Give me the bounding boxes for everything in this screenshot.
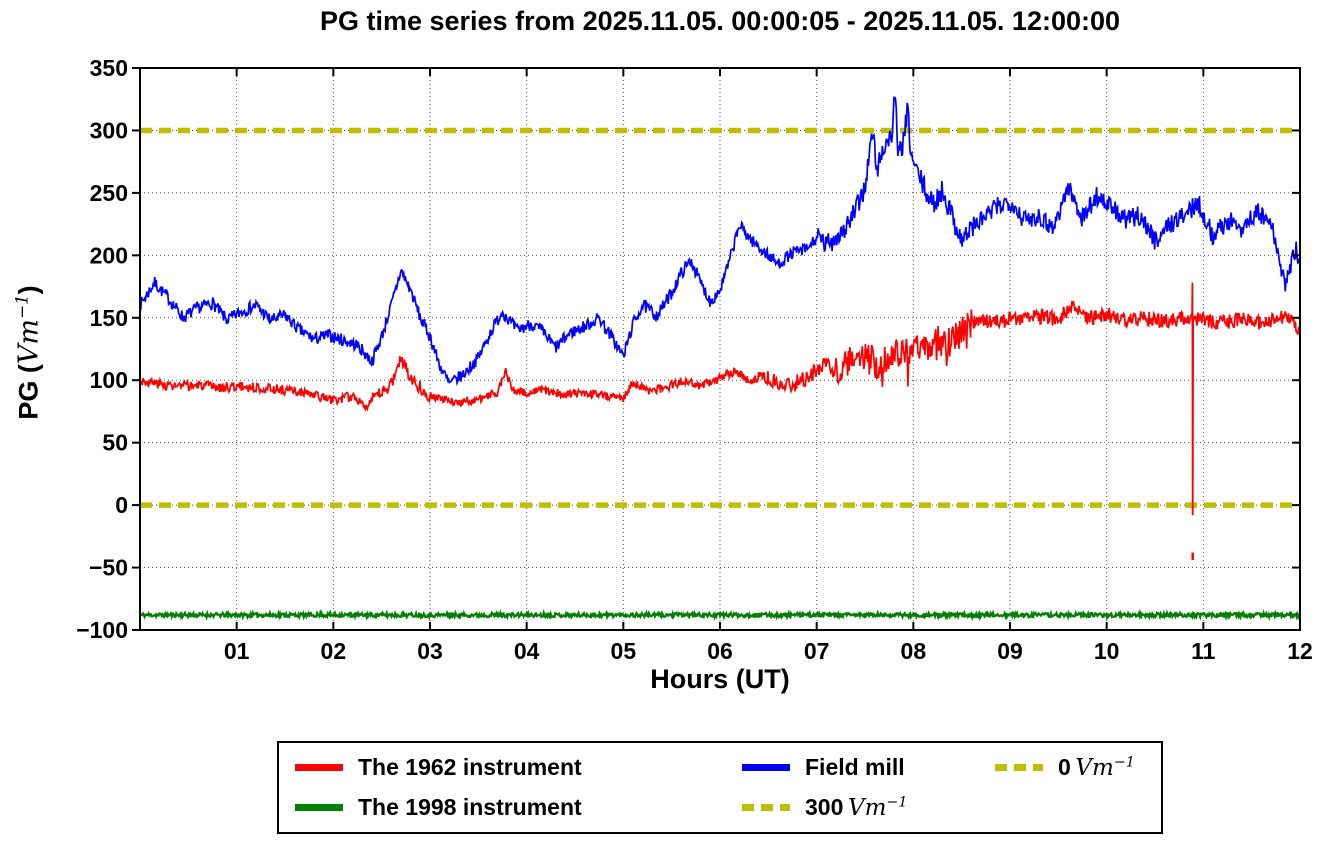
legend-swatch-1962-instrument xyxy=(295,764,343,772)
y-tick-label-150: 150 xyxy=(90,305,128,331)
grid xyxy=(140,68,1300,630)
x-tick-label-09: 09 xyxy=(997,638,1023,664)
x-tick-label-12: 12 xyxy=(1287,638,1313,664)
x-tick-label-08: 08 xyxy=(901,638,927,664)
x-tick-label-07: 07 xyxy=(804,638,830,664)
legend-item-0vm-line: 0 Vm−1 xyxy=(995,754,1161,781)
legend: The 1962 instrument Field mill 0 Vm−1 Th… xyxy=(277,741,1163,834)
y-tick-labels: 350 300 250 200 150 100 50 0 −50 −100 xyxy=(76,55,128,643)
legend-label-0vm-line: 0 Vm−1 xyxy=(1058,754,1135,781)
legend-label-1962-instrument: The 1962 instrument xyxy=(358,754,582,781)
legend-swatch-300vm-line xyxy=(742,803,790,811)
legend-label-0vm-number: 0 xyxy=(1058,754,1071,781)
y-tick-label-50: 50 xyxy=(102,430,128,456)
legend-label-300vm-unit: Vm xyxy=(847,794,887,821)
legend-item-1962-instrument: The 1962 instrument xyxy=(295,754,742,781)
legend-label-300vm-exponent: −1 xyxy=(886,794,908,811)
x-tick-labels: 01 02 03 04 05 06 07 08 09 10 11 12 xyxy=(224,638,1313,664)
legend-item-1998-instrument: The 1998 instrument xyxy=(295,794,742,821)
y-tick-label-100: 100 xyxy=(90,367,128,393)
legend-label-300vm-number: 300 xyxy=(805,793,844,820)
chart-title: PG time series from 2025.11.05. 00:00:05… xyxy=(319,6,1121,36)
y-tick-label-300: 300 xyxy=(90,117,128,143)
y-tick-label-−100: −100 xyxy=(76,617,128,643)
x-tick-label-02: 02 xyxy=(321,638,347,664)
x-tick-label-04: 04 xyxy=(514,638,540,664)
series-the-1998-instrument xyxy=(140,608,1300,622)
legend-swatch-1998-instrument xyxy=(295,803,343,811)
y-tick-label-350: 350 xyxy=(90,55,128,81)
legend-label-300vm-line: 300 Vm−1 xyxy=(805,794,907,821)
plot-area xyxy=(140,96,1300,622)
y-tick-label-200: 200 xyxy=(90,242,128,268)
legend-label-1998-instrument: The 1998 instrument xyxy=(358,793,582,820)
legend-swatch-0vm-line xyxy=(995,764,1043,772)
y-tick-label-250: 250 xyxy=(90,180,128,206)
x-tick-label-11: 11 xyxy=(1191,638,1216,664)
series-field-mill xyxy=(140,96,1300,387)
series-the-1962-instrument xyxy=(140,300,1300,413)
x-tick-label-06: 06 xyxy=(707,638,733,664)
x-tick-label-03: 03 xyxy=(417,638,443,664)
legend-label-0vm-exponent: −1 xyxy=(1113,754,1135,771)
axis-ticks xyxy=(132,67,1301,631)
legend-label-field-mill: Field mill xyxy=(805,754,905,781)
legend-label-0vm-unit: Vm xyxy=(1075,755,1114,782)
legend-swatch-field-mill xyxy=(742,764,790,772)
legend-item-field-mill: Field mill xyxy=(742,754,995,781)
y-tick-label-−50: −50 xyxy=(89,555,128,581)
reference-lines xyxy=(140,127,1300,508)
y-tick-label-0: 0 xyxy=(115,492,128,518)
x-tick-label-05: 05 xyxy=(611,638,637,664)
legend-item-300vm-line: 300 Vm−1 xyxy=(742,794,995,821)
x-axis-label: Hours (UT) xyxy=(650,664,790,694)
x-tick-label-01: 01 xyxy=(224,638,250,664)
event-spike xyxy=(1191,282,1194,516)
x-tick-label-10: 10 xyxy=(1094,638,1120,664)
